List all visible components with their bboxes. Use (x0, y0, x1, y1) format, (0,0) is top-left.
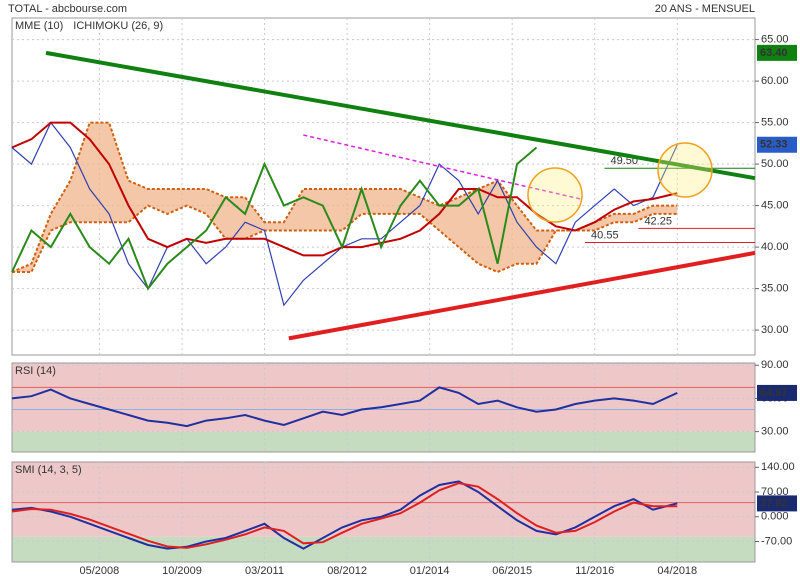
value-box-label: 52.33 (760, 139, 788, 151)
level-label: 40.55 (591, 229, 619, 241)
zone-lower (12, 536, 755, 562)
highlight-circle (527, 167, 583, 223)
panel-frame (11, 17, 756, 356)
value-box (757, 136, 797, 153)
y-tick-label: 30.00 (761, 426, 789, 438)
zone-lower (12, 431, 755, 452)
y-tick-label: 30.00 (761, 324, 789, 336)
panel-frame (11, 461, 756, 563)
value-box-label: 37.82 (760, 497, 788, 509)
zone-upper (12, 363, 755, 432)
panel-frame (11, 362, 756, 453)
series-line (11, 482, 678, 549)
zone-upper (12, 462, 755, 537)
x-tick-label: 08/2012 (327, 565, 367, 577)
x-tick-label: 06/2015 (492, 565, 532, 577)
y-tick-label: -70.00 (761, 535, 792, 547)
x-tick-label: 01/2014 (410, 565, 450, 577)
header-title: TOTAL - abcbourse.com (8, 3, 127, 15)
y-tick-label: 140.00 (761, 461, 795, 473)
y-tick-label: 65.00 (761, 33, 789, 45)
cloud-lower (12, 204, 678, 274)
series-line (11, 386, 678, 428)
panel-title: SMI (14, 3, 5) (15, 464, 82, 476)
value-box (757, 495, 797, 512)
x-tick-label: 05/2008 (80, 565, 120, 577)
y-tick-label: 0.000 (761, 511, 789, 523)
header-subtitle: 20 ANS - MENSUEL (655, 3, 755, 15)
trendline (303, 134, 581, 200)
series-line (11, 146, 538, 291)
y-tick-label: 60.00 (761, 75, 789, 87)
y-tick-label: 50.00 (761, 158, 789, 170)
panel-title: RSI (14) (15, 365, 56, 377)
y-tick-label: 55.00 (761, 116, 789, 128)
value-box (757, 44, 797, 61)
trendline (45, 50, 756, 181)
x-tick-label: 11/2016 (575, 565, 614, 577)
x-tick-label: 04/2018 (657, 565, 697, 577)
value-box (757, 384, 797, 401)
y-tick-label: 35.00 (761, 283, 789, 295)
x-tick-label: 10/2009 (162, 565, 202, 577)
x-tick-label: 03/2011 (245, 565, 284, 577)
legend-entry: ICHIMOKU (26, 9) (73, 20, 163, 32)
value-box-label: 64.97 (760, 387, 788, 399)
level-label: 42.25 (644, 215, 672, 227)
highlight-circle (657, 142, 713, 198)
y-tick-label: 70.00 (761, 486, 789, 498)
ichimoku-cloud (12, 122, 678, 272)
y-tick-label: 40.00 (761, 241, 789, 253)
value-box-label: 63.40 (760, 47, 788, 59)
legend-entry: MME (10) (15, 20, 63, 32)
trendline (288, 250, 756, 341)
y-tick-label: 45.00 (761, 199, 789, 211)
y-tick-label: 90.00 (761, 359, 789, 371)
